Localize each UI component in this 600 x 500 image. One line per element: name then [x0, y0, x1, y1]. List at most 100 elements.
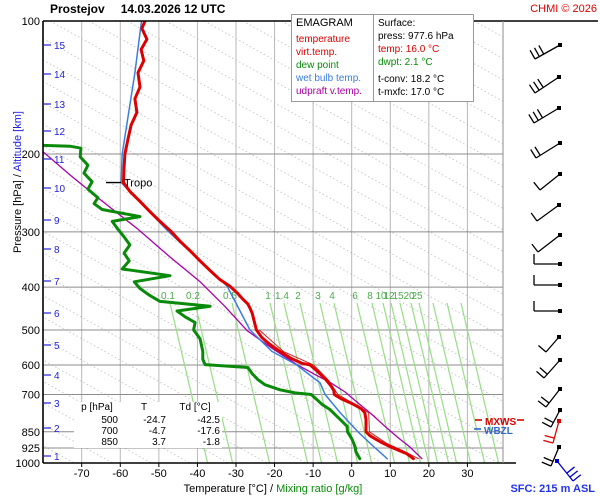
- legend-item-virt-temp-: virt.temp.: [296, 47, 338, 58]
- altitude-tick-label: 8: [54, 245, 60, 256]
- mixing-ratio-label: 4: [329, 291, 335, 302]
- wind-barb-icon: [531, 233, 562, 253]
- surface-value: dwpt: 2.1 °C: [378, 57, 433, 68]
- wind-barb-icon: [541, 445, 561, 467]
- table-header: T: [140, 402, 148, 413]
- mixing-ratio-label: 0.5: [223, 291, 237, 302]
- mixing-ratio-label: 6: [352, 291, 358, 302]
- wind-barb-icon: [530, 141, 562, 159]
- surface-panel-title: Surface:: [378, 18, 416, 29]
- temperature-curve: [121, 21, 415, 461]
- surface-value: t-conv: 18.2 °C: [378, 74, 445, 85]
- wind-barb-icon: [533, 172, 562, 191]
- surface-panel: Surface: press: 977.6 hPa temp: 16.0 °C dw…: [373, 14, 474, 102]
- wind-barb-icon: [537, 387, 562, 408]
- x-tick-label: -10: [305, 468, 321, 480]
- wbzl-label: WBZL: [484, 426, 513, 437]
- table-cell: 850: [101, 437, 118, 448]
- table-cell: -42.5: [197, 415, 220, 426]
- wind-barb-icon: [541, 408, 562, 428]
- table-row: 850 3.7 -1.8: [74, 437, 222, 448]
- x-tick-label: 10: [384, 468, 396, 480]
- x-axis-title-mixing-ratio: Mixing ratio [g/kg]: [276, 483, 363, 495]
- wind-barb-icon: [533, 254, 562, 266]
- altitude-tick-label: 13: [54, 100, 66, 111]
- altitude-tick-label: 15: [54, 41, 66, 52]
- altitude-tick-label: 11: [54, 155, 65, 166]
- pressure-gridlines: [43, 153, 503, 449]
- legend-panel: EMAGRAM temperature virt.temp. dew point we…: [291, 14, 374, 102]
- surface-value: t-mxfc: 17.0 °C: [378, 87, 445, 98]
- legend-title: EMAGRAM: [296, 17, 353, 29]
- x-tick-label: -50: [151, 468, 167, 480]
- x-tick-label: -70: [74, 468, 90, 480]
- altitude-tick-label: 9: [54, 216, 60, 227]
- x-axis-title-temperature: Temperature [°C]: [183, 483, 267, 495]
- altitude-tick-label: 12: [54, 127, 66, 138]
- page-title: Prostejov 14.03.2026 12 UTC: [50, 2, 225, 16]
- legend-item-wet-bulb-temp-: wet bulb temp.: [296, 73, 362, 84]
- y-axis-title: Pressure [hPa] / Altitude [km]: [12, 111, 24, 253]
- pressure-tick-label: 925: [22, 443, 40, 455]
- pressure-tick-label: 600: [22, 360, 40, 372]
- levels-table: p [hPa] T Td [°C] 500 -24.7 -42.5 700 -4.7 -17.…: [74, 402, 222, 448]
- x-tick-label: 30: [461, 468, 473, 480]
- altitude-tick-label: 1: [54, 452, 60, 463]
- pressure-tick-label: 850: [22, 427, 40, 439]
- surface-value: press: 977.6 hPa: [378, 31, 454, 42]
- tropopause-label: Tropo: [124, 178, 152, 190]
- mixing-ratio-label: 15: [392, 291, 404, 302]
- altitude-tick-label: 4: [54, 371, 60, 382]
- pressure-tick-label: 1000: [16, 458, 40, 470]
- mixing-ratio-label: 0.1: [161, 291, 175, 302]
- dew-point-curve: [43, 143, 362, 461]
- mixing-ratio-label: 12: [383, 291, 395, 302]
- altitude-tick-label: 2: [54, 424, 60, 435]
- wind-barb-icon: [530, 203, 561, 222]
- wind-barb-icon: [543, 419, 561, 444]
- table-cell: -1.8: [202, 437, 220, 448]
- wind-barb-icon: [533, 275, 562, 287]
- x-tick-label: -40: [189, 468, 205, 480]
- pressure-tick-label: 100: [22, 16, 40, 28]
- table-cell: 700: [101, 426, 118, 437]
- table-header: p [hPa]: [81, 402, 113, 413]
- table-cell: 3.7: [152, 437, 166, 448]
- table-cell: 500: [101, 415, 118, 426]
- pressure-tick-label: 500: [22, 325, 40, 337]
- altitude-tick-label: 5: [54, 341, 60, 352]
- copyright-label: CHMI © 2026: [530, 3, 597, 15]
- legend-item-udpraft-v-temp-: udpraft v.temp.: [296, 86, 362, 97]
- x-axis-title: Temperature [°C] / Mixing ratio [g/kg]: [183, 483, 363, 495]
- surface-value: temp: 16.0 °C: [378, 44, 440, 55]
- mixing-ratio-label: 1.4: [275, 291, 289, 302]
- table-row: 700 -4.7 -17.6: [74, 426, 222, 437]
- temperature-tick-labels: -70 -60 -50 -40 -30 -20 -10 0 10 20 30: [74, 463, 474, 480]
- surface-elevation-label: SFC: 215 m ASL: [510, 483, 595, 495]
- altitude-tick-label: 6: [54, 309, 60, 320]
- pressure-tick-label: 400: [22, 282, 40, 294]
- mixing-ratio-label: 10: [375, 291, 387, 302]
- table-row: 500 -24.7 -42.5: [74, 415, 222, 426]
- wind-barb-icon: [536, 358, 562, 379]
- wet-bulb-temp--curve: [120, 21, 388, 460]
- pressure-tick-label: 200: [22, 149, 40, 161]
- wind-barb-column: [528, 43, 582, 482]
- legend-item-temperature: temperature: [296, 34, 350, 45]
- mixing-ratio-label: 1: [265, 291, 271, 302]
- altitude-tick-label: 3: [54, 399, 60, 410]
- altitude-tick-label: 14: [54, 70, 66, 81]
- table-header: Td [°C]: [179, 402, 211, 413]
- wind-barb-icon: [533, 301, 562, 313]
- wind-barb-icon: [528, 75, 561, 94]
- y-axis-title-pressure: Pressure [hPa]: [12, 180, 24, 253]
- tropopause-marker: Tropo: [106, 178, 152, 190]
- pressure-tick-label: 700: [22, 390, 40, 402]
- altitude-tick-label: 10: [54, 184, 66, 195]
- wind-barb-icon: [555, 459, 582, 482]
- table-cell: -17.6: [197, 426, 220, 437]
- mixing-ratio-label: 8: [367, 291, 373, 302]
- mixing-ratio-lines: [169, 302, 500, 463]
